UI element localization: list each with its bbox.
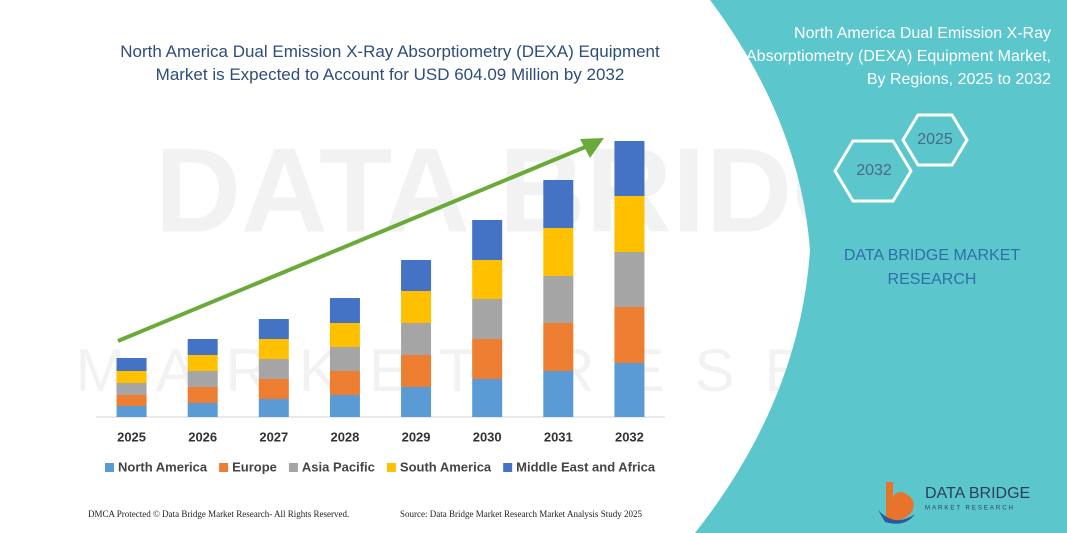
footer-left: DMCA Protected © Data Bridge Market Rese… bbox=[88, 509, 349, 519]
bar-segment bbox=[472, 379, 503, 417]
legend-swatch bbox=[288, 463, 298, 472]
logo-icon bbox=[878, 482, 915, 524]
bar-segment bbox=[472, 339, 503, 379]
bar-segment bbox=[614, 307, 645, 363]
bar-segment bbox=[258, 379, 289, 399]
bar-segment bbox=[116, 406, 147, 417]
hexagon-label: 2025 bbox=[917, 131, 953, 148]
bar-segment bbox=[614, 363, 645, 417]
legend-label: Asia Pacific bbox=[302, 459, 375, 474]
bar-segment bbox=[116, 371, 147, 383]
x-tick-label: 2030 bbox=[473, 429, 502, 444]
bar-segment bbox=[187, 339, 218, 355]
bar-segment bbox=[329, 395, 360, 417]
bar-segment bbox=[472, 299, 503, 339]
bar-segment bbox=[401, 291, 432, 323]
bar-segment bbox=[258, 319, 289, 339]
bar-segment bbox=[329, 298, 360, 323]
legend-swatch bbox=[386, 463, 396, 472]
hexagon bbox=[901, 113, 969, 167]
legend-label: Europe bbox=[232, 459, 277, 474]
bar-segment bbox=[472, 260, 503, 299]
logo-name: DATA BRIDGE bbox=[925, 485, 1030, 502]
bar-segment bbox=[401, 355, 432, 387]
x-tick-label: 2031 bbox=[544, 429, 573, 444]
hexagon-label: 2032 bbox=[856, 162, 892, 179]
bar-segment bbox=[614, 196, 645, 252]
bar-segment bbox=[187, 371, 218, 387]
legend-label: South America bbox=[400, 459, 492, 474]
bar-segment bbox=[543, 180, 574, 228]
bar-segment bbox=[187, 387, 218, 403]
x-tick-label: 2028 bbox=[330, 429, 359, 444]
x-tick-label: 2025 bbox=[117, 429, 146, 444]
bar-segment bbox=[329, 347, 360, 371]
bar-segment bbox=[258, 339, 289, 359]
x-tick-label: 2026 bbox=[188, 429, 217, 444]
bar-segment bbox=[116, 395, 147, 406]
bar-segment bbox=[401, 260, 432, 291]
bar-segment bbox=[472, 220, 503, 260]
bar-segment bbox=[401, 387, 432, 417]
x-tick-label: 2029 bbox=[402, 429, 431, 444]
side-title: North America Dual Emission X-Ray Absorp… bbox=[746, 25, 1051, 88]
legend-swatch bbox=[219, 463, 229, 472]
bar-segment bbox=[329, 371, 360, 395]
bar-segment bbox=[614, 141, 645, 196]
legend-label: Middle East and Africa bbox=[516, 459, 656, 474]
bar-segment bbox=[543, 228, 574, 276]
bar-segment bbox=[258, 399, 289, 417]
bar-segment bbox=[187, 403, 218, 417]
trend-arrow-head bbox=[580, 138, 604, 158]
bar-segment bbox=[329, 323, 360, 347]
bar-segment bbox=[116, 358, 147, 371]
x-tick-label: 2032 bbox=[615, 429, 644, 444]
side-panel bbox=[695, 0, 1067, 533]
footer-right: Source: Data Bridge Market Research Mark… bbox=[400, 509, 642, 519]
bar-segment bbox=[401, 323, 432, 355]
legend-swatch bbox=[105, 463, 114, 472]
bar-segment bbox=[187, 355, 218, 371]
bar-segment bbox=[543, 371, 574, 417]
trend-arrow bbox=[117, 143, 591, 343]
legend-swatch bbox=[503, 463, 513, 472]
logo-tagline: MARKET RESEARCH bbox=[925, 506, 1015, 512]
bar-segment bbox=[543, 276, 574, 323]
legend-label: North America bbox=[118, 459, 208, 474]
chart-title: North America Dual Emission X-Ray Absorp… bbox=[120, 42, 660, 84]
hexagon bbox=[833, 139, 913, 203]
x-tick-label: 2027 bbox=[259, 429, 288, 444]
bar-segment bbox=[614, 252, 645, 307]
bar-segment bbox=[543, 323, 574, 371]
bar-segment bbox=[116, 383, 147, 395]
brand: DATA BRIDGE MARKET RESEARCH bbox=[843, 247, 1021, 288]
bar-segment bbox=[258, 359, 289, 379]
